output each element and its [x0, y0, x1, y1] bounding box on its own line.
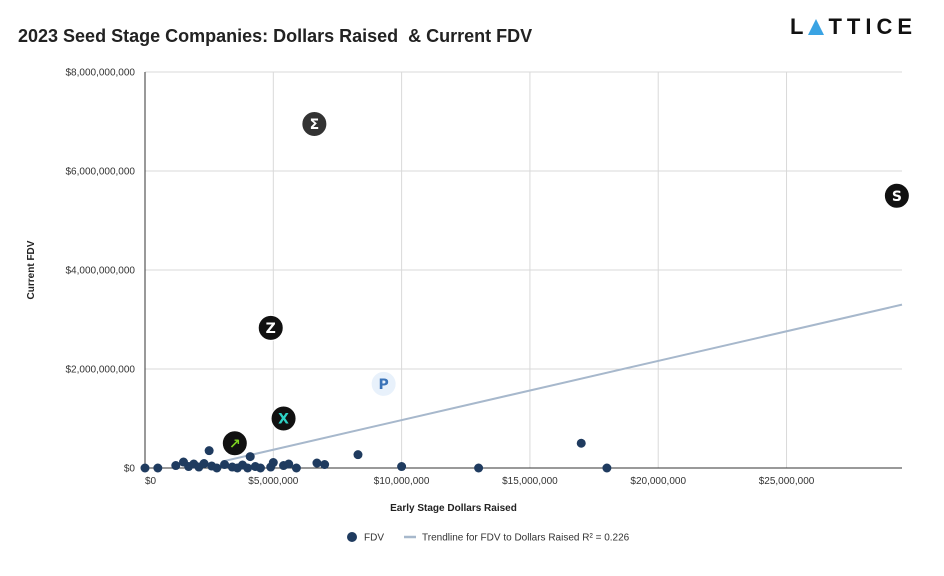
sigma-logo-badge [301, 110, 328, 137]
trendline-layer [221, 303, 903, 463]
fdv-point [140, 463, 150, 473]
green-chart-logo-glyph: ↗ [229, 436, 241, 452]
fdv-point [576, 438, 586, 448]
fdv-point [284, 459, 294, 469]
fdv-point [243, 463, 253, 473]
s-coin-logo: S [883, 182, 910, 209]
data-points [140, 438, 612, 473]
green-chart-logo-badge [221, 430, 248, 457]
sigma-logo: Σ [301, 110, 328, 137]
penguin-logo: P [370, 370, 397, 397]
x-tick-label: $5,000,000 [248, 476, 298, 487]
y-axis-label: Current FDV [26, 240, 37, 299]
fdv-point [153, 463, 163, 473]
legend-dot-icon [347, 532, 357, 542]
trendline [221, 303, 903, 463]
fdv-point [255, 463, 265, 473]
fdv-point [220, 460, 230, 470]
y-tick-label: $0 [124, 464, 136, 475]
y-tick-label: $8,000,000,000 [65, 68, 135, 79]
sigma-logo-glyph: Σ [310, 117, 320, 133]
x-tick-label: $25,000,000 [759, 476, 815, 487]
axes: $0 $2,000,000,000 $4,000,000,000 $6,000,000… [65, 68, 902, 487]
s-coin-logo-badge [883, 182, 910, 209]
fdv-point [602, 463, 612, 473]
y-tick-label: $2,000,000,000 [65, 365, 135, 376]
green-chart-logo: ↗ [221, 430, 248, 457]
fdv-point [268, 458, 278, 468]
z-logo-glyph: Z [266, 321, 276, 337]
y-tick-label: $6,000,000,000 [65, 167, 135, 178]
fdv-point [204, 446, 214, 456]
x-network-logo-badge [270, 405, 297, 432]
x-tick-label: $10,000,000 [374, 476, 430, 487]
fdv-point [291, 463, 301, 473]
brand-triangle-icon [808, 19, 825, 35]
x-axis-label: Early Stage Dollars Raised [390, 503, 517, 514]
legend-item: FDV [347, 532, 384, 544]
fdv-point [320, 460, 330, 470]
y-tick-label: $4,000,000,000 [65, 266, 135, 277]
grid-lines [144, 71, 902, 469]
brand-letter-l: L [790, 14, 809, 39]
fdv-point [397, 462, 407, 472]
fdv-point [199, 459, 209, 469]
legend-label: FDV [364, 533, 384, 544]
logo-points: Σ S Z P X ↗ [221, 110, 910, 457]
s-coin-logo-glyph: S [892, 189, 902, 205]
legend-item: Trendline for FDV to Dollars Raised R² =… [404, 533, 630, 544]
penguin-logo-badge [370, 370, 397, 397]
lattice-logo: L TTICE [790, 14, 917, 40]
x-network-logo-glyph: X [278, 412, 289, 428]
penguin-logo-glyph: P [379, 377, 389, 393]
chart-title: 2023 Seed Stage Companies: Dollars Raise… [18, 26, 533, 46]
fdv-point [171, 461, 181, 471]
fdv-point [474, 463, 484, 473]
fdv-point [312, 458, 322, 468]
x-tick-label: $20,000,000 [630, 476, 686, 487]
z-logo: Z [257, 314, 284, 341]
fdv-point [245, 452, 255, 462]
fdv-point [353, 450, 363, 460]
z-logo-badge [257, 314, 284, 341]
brand-letters: TTICE [828, 14, 918, 39]
legend-label: Trendline for FDV to Dollars Raised R² =… [422, 533, 630, 544]
axis-labels: Early Stage Dollars Raised Current FDV [26, 240, 517, 514]
x-network-logo: X [270, 405, 297, 432]
x-tick-label: $15,000,000 [502, 476, 558, 487]
legend: FDV Trendline for FDV to Dollars Raised R… [347, 532, 630, 544]
x-tick-label: $0 [145, 476, 157, 487]
fdv-point [212, 463, 222, 473]
